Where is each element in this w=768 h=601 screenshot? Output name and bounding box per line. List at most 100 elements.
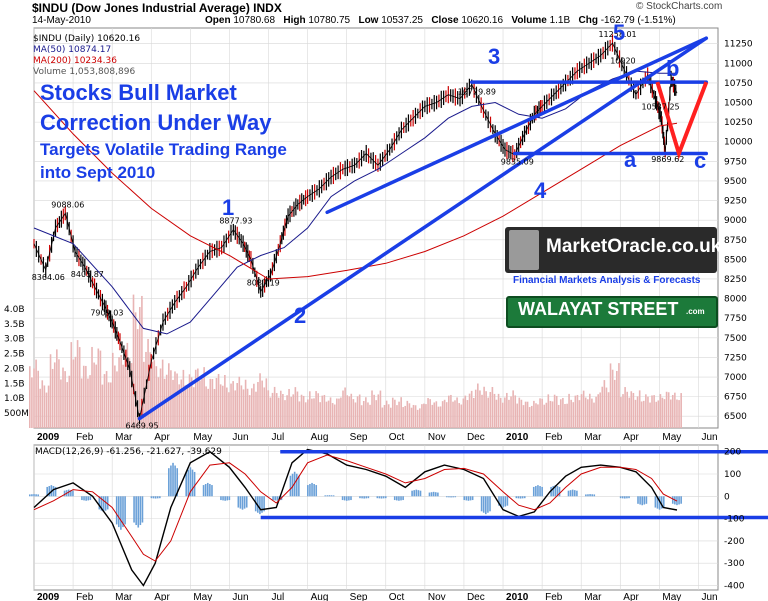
volume-bar bbox=[497, 393, 500, 428]
x-tick-label-bottom: Feb bbox=[76, 592, 94, 601]
volume-bar bbox=[416, 409, 419, 428]
volume-bar bbox=[462, 398, 465, 428]
macd-tick-label: -100 bbox=[724, 515, 745, 525]
volume-bar bbox=[663, 399, 666, 428]
volume-bar bbox=[95, 364, 98, 428]
volume-bar bbox=[342, 390, 344, 428]
price-tick-label: 7750 bbox=[724, 314, 747, 324]
macd-tick-label: -200 bbox=[724, 537, 745, 547]
macd-hist-bar bbox=[519, 496, 522, 499]
price-point-label: 8405.87 bbox=[71, 270, 104, 279]
volume-bar bbox=[304, 402, 307, 428]
volume-bar bbox=[638, 390, 641, 428]
volume-bar bbox=[454, 400, 456, 428]
trendline bbox=[137, 36, 709, 421]
volume-bar bbox=[182, 369, 185, 428]
volume-bar bbox=[489, 391, 492, 428]
volume-bar bbox=[389, 407, 392, 428]
macd-line bbox=[33, 448, 678, 587]
x-tick-label-bottom: Jun bbox=[701, 592, 717, 601]
volume-bar bbox=[439, 406, 442, 428]
macd-hist-bar bbox=[500, 496, 502, 507]
macd-hist-bar bbox=[315, 485, 318, 497]
price-tick-label: 9500 bbox=[724, 177, 747, 187]
macd-hist-bar bbox=[241, 496, 244, 510]
macd-hist-bar bbox=[330, 495, 333, 497]
volume-bar bbox=[464, 395, 467, 428]
macd-hist-bar bbox=[122, 496, 124, 528]
volume-bar bbox=[53, 362, 56, 428]
macd-hist-bar bbox=[176, 468, 179, 497]
volume-bar bbox=[242, 389, 245, 428]
volume-bar bbox=[311, 398, 313, 428]
volume-bar bbox=[126, 342, 129, 428]
volume-bar bbox=[344, 387, 346, 428]
volume-bar bbox=[419, 408, 421, 428]
volume-bar bbox=[60, 379, 62, 428]
macd-hist-bar bbox=[98, 496, 101, 510]
macd-hist-bar bbox=[535, 486, 537, 497]
volume-bar bbox=[578, 400, 581, 428]
volume-bar bbox=[70, 342, 73, 428]
walayat-street-title: WALAYAT STREET bbox=[518, 299, 679, 319]
volume-bar bbox=[671, 394, 674, 428]
volume-bar bbox=[543, 404, 546, 428]
volume-bar bbox=[431, 404, 434, 428]
walayat-street-suffix: .com bbox=[686, 307, 705, 316]
volume-bar bbox=[495, 399, 498, 428]
volume-bar bbox=[221, 385, 224, 428]
volume-bar bbox=[197, 368, 199, 428]
x-tick-label: Feb bbox=[76, 432, 94, 443]
volume-bar bbox=[85, 365, 87, 428]
macd-hist-bar bbox=[341, 496, 344, 501]
volume-tick-label: 1.5B bbox=[4, 379, 25, 389]
volume-bar bbox=[408, 403, 411, 428]
volume-bar bbox=[669, 399, 672, 428]
price-point-label: 7909.03 bbox=[90, 309, 123, 318]
macd-hist-bar bbox=[187, 469, 190, 497]
macd-hist-bar bbox=[350, 496, 352, 501]
price-tick-label: 6500 bbox=[724, 412, 747, 422]
volume-bar bbox=[319, 402, 321, 428]
headline-line2: Correction Under Way bbox=[40, 110, 272, 135]
volume-tick-label: 3.0B bbox=[4, 335, 25, 345]
volume-bar bbox=[582, 390, 585, 428]
macd-hist-bar bbox=[52, 486, 55, 497]
macd-hist-bar bbox=[428, 492, 431, 497]
volume-bar bbox=[157, 377, 160, 428]
volume-bar bbox=[622, 394, 624, 428]
x-tick-label-bottom: Apr bbox=[623, 592, 639, 601]
price-point-label: 10729.89 bbox=[458, 87, 496, 96]
volume-bar bbox=[271, 392, 274, 428]
volume-bar bbox=[632, 392, 635, 428]
volume-bar bbox=[122, 364, 124, 428]
price-tick-label: 8750 bbox=[724, 236, 747, 246]
macd-hist-bar bbox=[168, 468, 170, 497]
x-tick-label: Jun bbox=[701, 432, 717, 443]
volume-bar bbox=[452, 401, 454, 428]
volume-bar bbox=[493, 393, 496, 428]
volume-bar bbox=[35, 359, 37, 428]
volume-bar bbox=[603, 380, 606, 428]
volume-bar bbox=[244, 379, 247, 428]
volume-bar bbox=[275, 393, 278, 428]
volume-bar bbox=[522, 405, 525, 428]
volume-bar bbox=[402, 407, 404, 428]
volume-bar bbox=[134, 312, 137, 428]
price-tick-label: 11250 bbox=[724, 40, 753, 50]
price-tick-label: 11000 bbox=[724, 59, 753, 69]
volume-bar bbox=[109, 382, 112, 428]
volume-bar bbox=[176, 373, 178, 428]
macd-hist-bar bbox=[89, 496, 92, 501]
wave-c-label: c bbox=[694, 148, 707, 173]
volume-bar bbox=[261, 380, 263, 428]
volume-bar bbox=[107, 382, 110, 428]
volume-bar bbox=[458, 403, 460, 428]
x-tick-label-bottom: 2010 bbox=[506, 592, 529, 601]
volume-bar bbox=[630, 391, 633, 428]
x-tick-label: Oct bbox=[389, 432, 405, 443]
volume-bar bbox=[597, 394, 599, 428]
macd-hist-bar bbox=[115, 496, 118, 525]
volume-bar bbox=[373, 394, 375, 428]
macd-tick-label: 100 bbox=[724, 470, 741, 480]
